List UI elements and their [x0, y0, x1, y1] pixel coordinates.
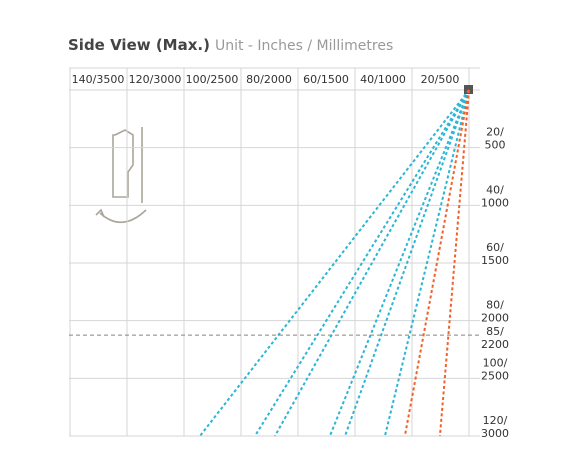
x-label: 20/500 — [421, 73, 460, 86]
beam — [383, 89, 470, 437]
y-label: 100/ — [483, 356, 508, 369]
beam — [328, 89, 470, 437]
x-label: 60/1500 — [303, 73, 349, 86]
beam — [274, 89, 470, 437]
y-label: 60/ — [486, 241, 504, 254]
x-label: 120/3000 — [129, 73, 182, 86]
limit-label: 2200 — [481, 338, 509, 351]
y-label: 1500 — [481, 254, 509, 267]
x-label: 40/1000 — [360, 73, 406, 86]
x-label: 140/3500 — [72, 73, 125, 86]
beam — [403, 89, 470, 437]
x-label: 100/2500 — [186, 73, 239, 86]
beam — [254, 89, 470, 437]
y-label: 500 — [485, 139, 506, 152]
projector-icon — [95, 127, 147, 224]
y-label: 3000 — [481, 427, 509, 440]
source — [464, 85, 473, 94]
y-label: 80/ — [486, 299, 504, 312]
y-label: 2000 — [481, 312, 509, 325]
x-label: 80/2000 — [246, 73, 292, 86]
title-text: Side View (Max.) — [68, 36, 210, 54]
title: Side View (Max.) Unit - Inches / Millimet… — [68, 36, 393, 54]
subtitle: Unit - Inches / Millimetres — [215, 38, 393, 54]
y-label: 1000 — [481, 196, 509, 209]
limit-label: 85/ — [486, 325, 504, 338]
y-label: 120/ — [483, 414, 508, 427]
y-label: 2500 — [481, 369, 509, 382]
beam — [199, 89, 470, 437]
beam — [438, 89, 470, 437]
beam — [344, 89, 470, 437]
y-label: 40/ — [486, 183, 504, 196]
y-label: 20/ — [486, 126, 504, 139]
